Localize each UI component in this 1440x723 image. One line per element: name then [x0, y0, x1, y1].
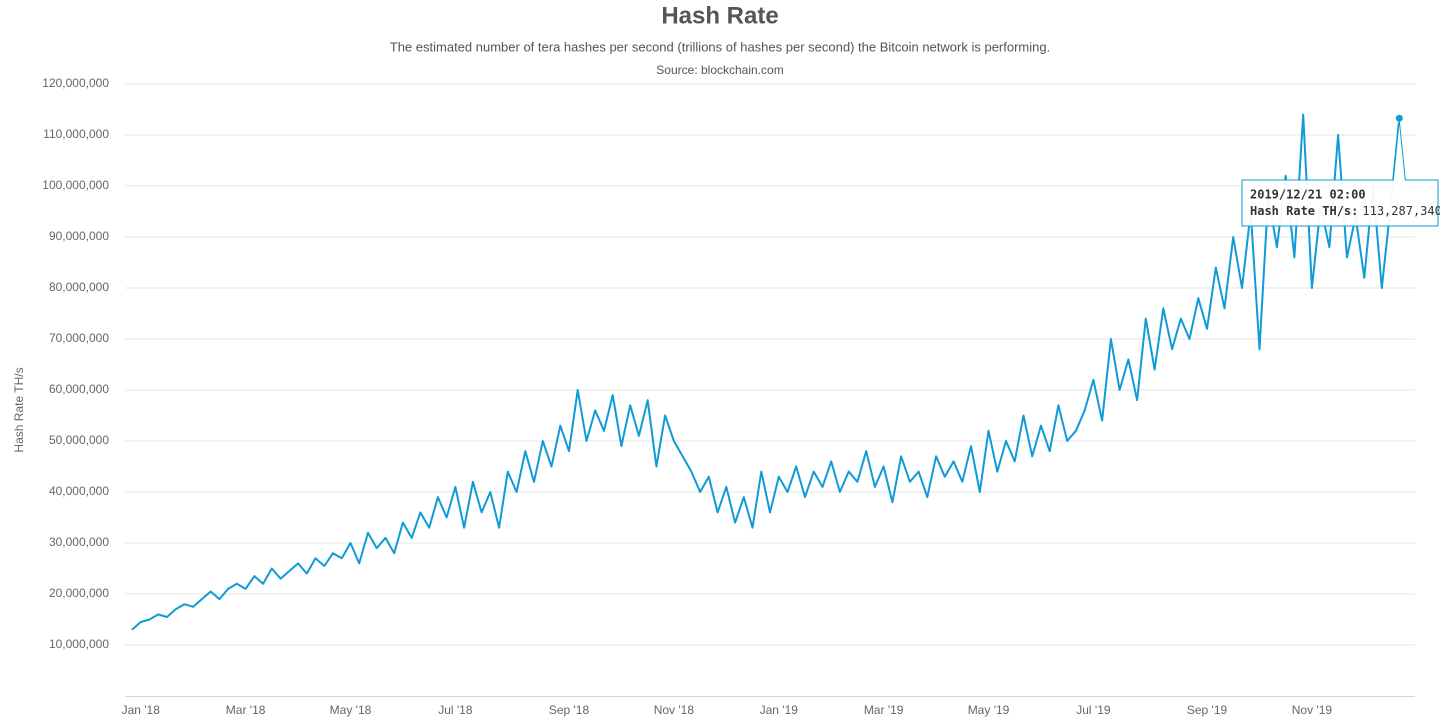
y-tick-label: 80,000,000 [49, 280, 109, 294]
x-tick-label: May '18 [330, 703, 372, 717]
y-tick-label: 70,000,000 [49, 331, 109, 345]
y-tick-label: 50,000,000 [49, 433, 109, 447]
x-tick-label: May '19 [968, 703, 1010, 717]
y-tick-label: 110,000,000 [43, 127, 109, 141]
y-tick-label: 120,000,000 [42, 76, 109, 90]
y-tick-label: 30,000,000 [49, 535, 109, 549]
x-tick-label: Jul '19 [1076, 703, 1111, 717]
x-tick-label: Mar '19 [864, 703, 904, 717]
x-tick-label: Nov '18 [654, 703, 695, 717]
y-axis-title: Hash Rate TH/s [12, 367, 26, 452]
y-tick-label: 20,000,000 [49, 586, 109, 600]
x-tick-label: Sep '18 [549, 703, 590, 717]
tooltip-series-label: Hash Rate TH/s: [1250, 204, 1358, 218]
x-tick-label: Sep '19 [1187, 703, 1228, 717]
y-tick-label: 60,000,000 [49, 382, 109, 396]
x-tick-label: Jan '18 [122, 703, 161, 717]
x-tick-label: Mar '18 [226, 703, 266, 717]
tooltip-value: Hash Rate TH/s: 113,287,340 [1250, 204, 1440, 218]
y-tick-label: 90,000,000 [49, 229, 109, 243]
chart-title: Hash Rate [661, 2, 778, 29]
y-tick-label: 100,000,000 [42, 178, 109, 192]
x-tick-label: Nov '19 [1292, 703, 1333, 717]
tooltip-value-label: 113,287,340 [1362, 204, 1440, 218]
data-line [131, 113, 1401, 631]
y-tick-label: 40,000,000 [49, 484, 109, 498]
y-tick-label: 10,000,000 [49, 637, 109, 651]
chart-source: Source: blockchain.com [656, 63, 783, 77]
tooltip-box [1241, 120, 1439, 227]
chart-subtitle: The estimated number of tera hashes per … [390, 39, 1050, 54]
x-tick-label: Jan '19 [760, 703, 799, 717]
x-tick-label: Jul '18 [438, 703, 473, 717]
tooltip-title: 2019/12/21 02:00 [1250, 188, 1366, 202]
